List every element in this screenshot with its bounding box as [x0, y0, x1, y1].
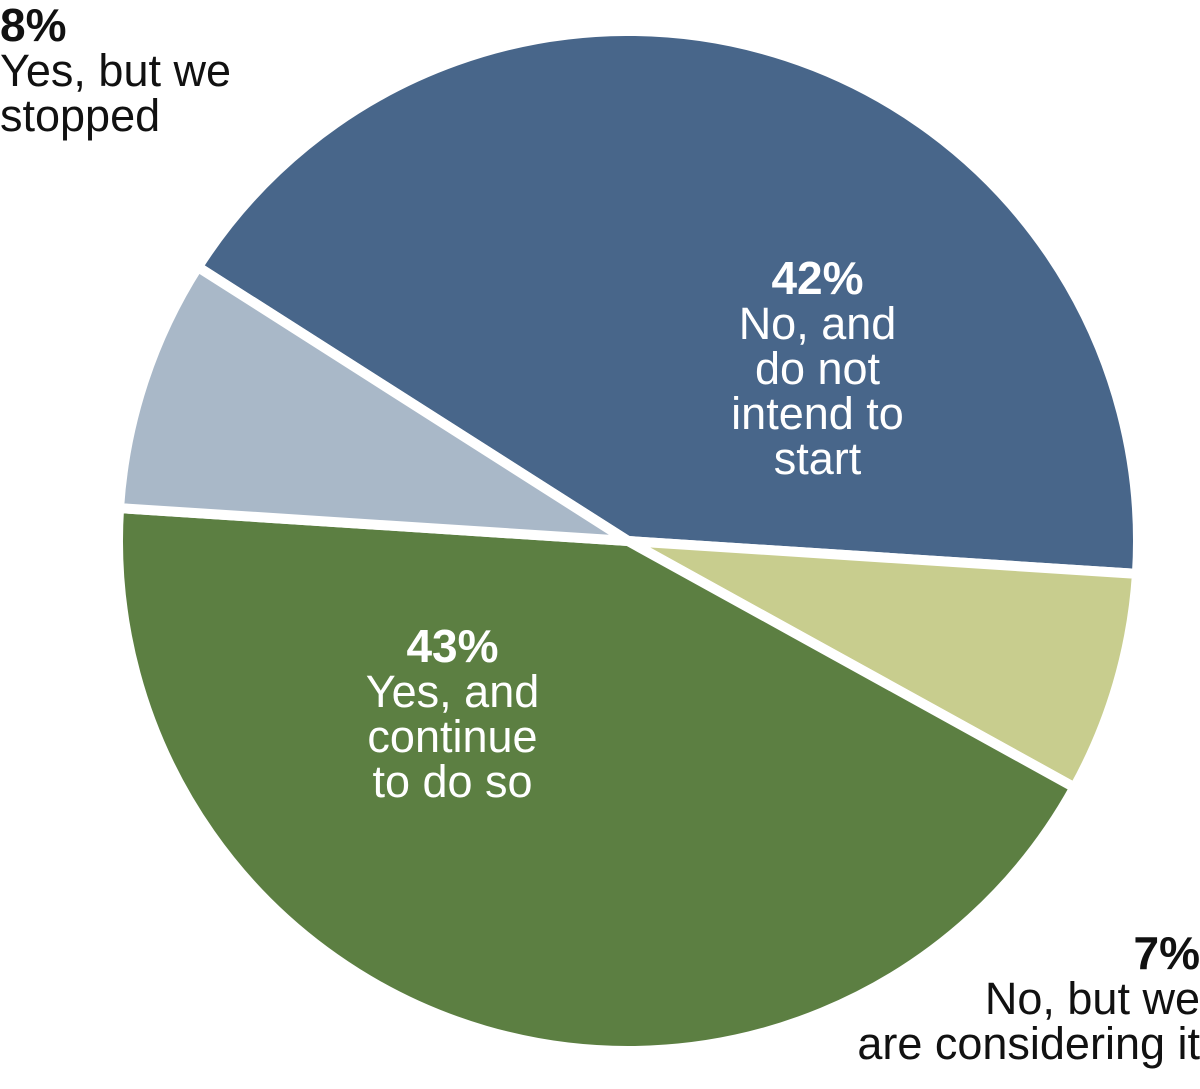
slice-category-label: No, but we are considering it	[857, 973, 1200, 1069]
slice-category-label: No, and do not intend to start	[731, 298, 904, 484]
slice-yes-continue	[113, 503, 1080, 1056]
slice-label-yes-continue: 43% Yes, and continue to do so	[330, 623, 575, 804]
slice-considering-it	[623, 536, 1142, 793]
slice-label-yes-stopped: 8% Yes, but we stopped	[0, 2, 231, 138]
slice-label-considering-it: 7% No, but we are considering it	[857, 930, 1200, 1066]
slice-value-label: 42%	[771, 252, 864, 304]
slice-no-intend-to-start	[192, 26, 1143, 579]
slice-yes-stopped	[114, 261, 633, 546]
slice-category-label: Yes, and continue to do so	[365, 666, 540, 807]
slice-label-no-intend-to-start: 42% No, and do not intend to start	[705, 255, 930, 481]
slice-value-label: 8%	[0, 0, 67, 51]
slice-value-label: 43%	[406, 620, 499, 672]
slice-value-label: 7%	[1133, 927, 1200, 979]
slice-category-label: Yes, but we stopped	[0, 45, 231, 141]
